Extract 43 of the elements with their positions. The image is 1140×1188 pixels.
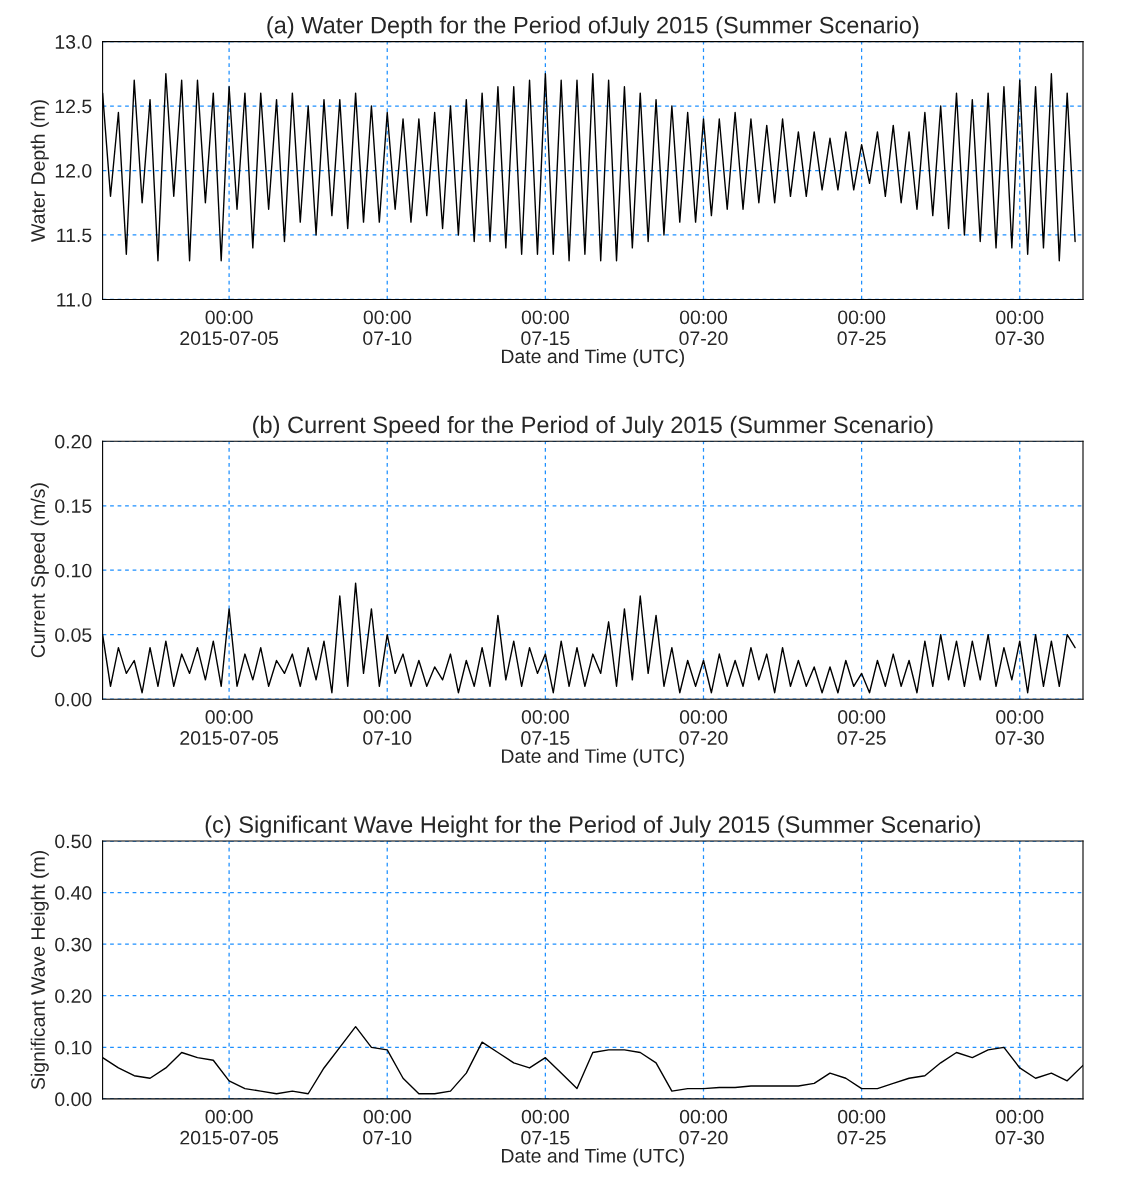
y-tick-label: 12.5 [55, 99, 92, 114]
y-tick-label: 13.0 [55, 35, 92, 49]
x-tick-label: 00:00 2015-07-05 [180, 710, 279, 745]
x-tick-label: 00:00 07-20 [679, 310, 728, 346]
y-tick-label: 0.30 [55, 937, 92, 952]
x-tick-label: 00:00 07-15 [521, 1109, 570, 1145]
y-tick-label: 0.40 [55, 886, 92, 900]
y-tick-label: 0.50 [55, 834, 92, 849]
y-tick-label: 0.00 [55, 692, 92, 707]
y-tick-label: 0.20 [55, 989, 92, 1003]
x-tick-label: 00:00 07-15 [521, 310, 570, 346]
y-tick-label: 0.15 [55, 499, 92, 514]
x-tick-label: 00:00 2015-07-05 [180, 1109, 279, 1145]
x-tick-label: 00:00 07-25 [837, 310, 886, 346]
x-tick-label: 00:00 07-30 [995, 310, 1044, 346]
x-tick-label: 00:00 07-10 [363, 1109, 412, 1145]
y-tick-label: 0.10 [55, 563, 92, 578]
y-axis-title: Water Depth (m) [30, 100, 49, 242]
x-axis-title: Date and Time (UTC) [502, 348, 684, 368]
x-tick-label: 00:00 07-30 [995, 1109, 1044, 1145]
x-axis-title: Date and Time (UTC) [502, 748, 684, 767]
x-tick-label: 00:00 07-25 [837, 1109, 886, 1145]
y-tick-label: 0.20 [55, 434, 92, 449]
x-tick-label: 00:00 07-15 [521, 710, 570, 745]
x-axis-title: Date and Time (UTC) [502, 1148, 684, 1167]
y-tick-label: 11.5 [57, 228, 92, 243]
y-tick-label: 12.0 [55, 163, 92, 178]
x-tick-label: 00:00 07-10 [363, 310, 412, 346]
x-tick-label: 00:00 2015-07-05 [180, 310, 279, 346]
x-tick-label: 00:00 07-20 [679, 710, 728, 745]
y-tick-label: 0.10 [55, 1040, 92, 1055]
x-tick-label: 00:00 07-20 [679, 1109, 728, 1145]
y-axis-title: Current Speed (m/s) [30, 483, 49, 658]
chart-title: (b) Current Speed for the Period of July 2015 (Summer Scenario) [253, 415, 933, 438]
y-tick-label: 0.05 [55, 628, 92, 642]
x-tick-label: 00:00 07-10 [363, 710, 412, 745]
y-axis-title: Significant Wave Height (m) [30, 851, 49, 1090]
chart-title: (a) Water Depth for the Period ofJuly 2015 (Summer Scenario) [267, 16, 919, 39]
x-tick-label: 00:00 07-25 [837, 710, 886, 745]
y-tick-label: 0.00 [55, 1092, 92, 1107]
x-tick-label: 00:00 07-30 [995, 710, 1044, 745]
y-tick-label: 11.0 [57, 292, 92, 307]
chart-title: (c) Significant Wave Height for the Period of July 2015 (Summer Scenario) [205, 815, 981, 838]
